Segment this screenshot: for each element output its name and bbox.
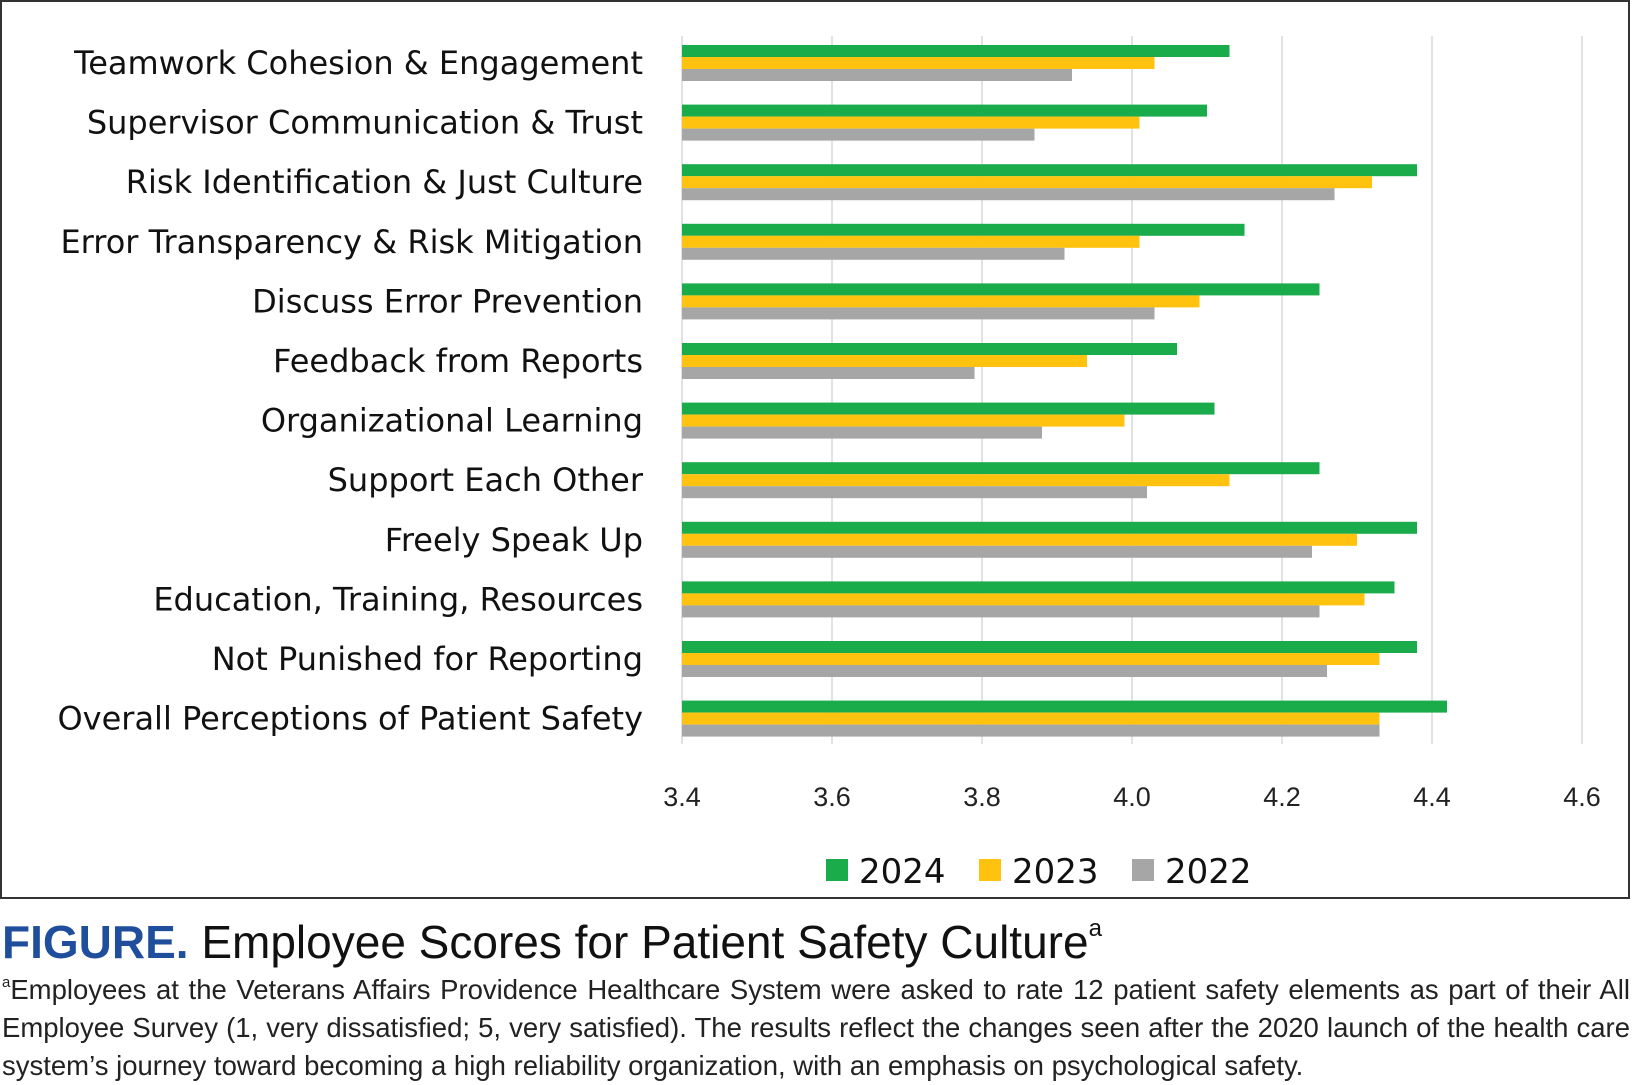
- caption-footnote-marker: a: [1088, 915, 1102, 942]
- category-label: Error Transparency & Risk Mitigation: [60, 223, 643, 261]
- category-label: Education, Training, Resources: [153, 580, 643, 618]
- bar-2022: [682, 69, 1072, 81]
- caption-title: FIGURE. Employee Scores for Patient Safe…: [2, 915, 1630, 969]
- bar-2022: [682, 188, 1335, 201]
- x-tick-label: 3.4: [663, 782, 701, 812]
- bar-2024: [682, 343, 1177, 355]
- bar-2022: [682, 545, 1312, 558]
- bar-2023: [682, 116, 1140, 129]
- category-label: Risk Identification & Just Culture: [126, 163, 643, 201]
- bar-2024: [682, 462, 1320, 475]
- bar-2024: [682, 700, 1447, 713]
- legend-label-2023: 2023: [1012, 852, 1099, 892]
- bar-2022: [682, 724, 1380, 737]
- caption-label: FIGURE.: [2, 916, 189, 968]
- bar-2024: [682, 521, 1417, 534]
- bar-2023: [682, 474, 1230, 487]
- legend-label-2024: 2024: [859, 852, 946, 892]
- bar-2024: [682, 283, 1320, 296]
- bar-2024: [682, 223, 1245, 236]
- bar-2023: [682, 355, 1087, 367]
- category-label: Freely Speak Up: [385, 521, 643, 559]
- bars: [682, 45, 1447, 737]
- category-label: Support Each Other: [328, 461, 644, 499]
- bar-2022: [682, 605, 1320, 618]
- bar-chart: Teamwork Cohesion & Engagement Supervisor…: [57, 36, 1601, 892]
- legend: 2024 2023 2022: [826, 852, 1252, 892]
- category-label: Overall Perceptions of Patient Safety: [57, 700, 643, 738]
- category-label: Feedback from Reports: [273, 342, 643, 380]
- x-tick-label: 4.0: [1113, 782, 1151, 812]
- x-tick-label: 4.2: [1263, 782, 1301, 812]
- bar-2023: [682, 57, 1155, 69]
- legend-swatch-2023: [979, 859, 1001, 881]
- bar-2022: [682, 128, 1035, 141]
- bar-2024: [682, 402, 1215, 415]
- bar-2024: [682, 45, 1230, 57]
- x-tick-label: 3.6: [813, 782, 851, 812]
- category-label: Teamwork Cohesion & Engagement: [73, 44, 643, 82]
- bar-2024: [682, 581, 1395, 594]
- legend-swatch-2024: [826, 859, 848, 881]
- legend-swatch-2022: [1132, 859, 1154, 881]
- figure-caption: FIGURE. Employee Scores for Patient Safe…: [2, 915, 1630, 1085]
- bar-2023: [682, 235, 1140, 248]
- bar-2024: [682, 104, 1207, 117]
- caption-note-text: Employees at the Veterans Affairs Provid…: [2, 974, 1630, 1081]
- chart-frame: Teamwork Cohesion & Engagement Supervisor…: [0, 0, 1630, 899]
- bar-2022: [682, 247, 1065, 260]
- bar-2022: [682, 426, 1042, 439]
- bar-2023: [682, 533, 1357, 546]
- bar-2022: [682, 665, 1327, 677]
- category-labels: Teamwork Cohesion & Engagement Supervisor…: [57, 44, 643, 738]
- bar-2023: [682, 414, 1125, 427]
- bar-2023: [682, 593, 1365, 606]
- bar-2023: [682, 295, 1200, 308]
- bar-2023: [682, 653, 1380, 665]
- bar-2022: [682, 486, 1147, 499]
- category-label: Discuss Error Prevention: [252, 282, 643, 320]
- caption-note-marker: a: [2, 974, 11, 991]
- x-axis-ticks: 3.4 3.6 3.8 4.0 4.2 4.4 4.6: [663, 782, 1601, 812]
- x-tick-label: 4.4: [1413, 782, 1451, 812]
- category-label: Organizational Learning: [261, 402, 643, 440]
- x-tick-label: 4.6: [1563, 782, 1601, 812]
- x-tick-label: 3.8: [963, 782, 1001, 812]
- bar-2022: [682, 307, 1155, 320]
- bar-2022: [682, 367, 975, 379]
- caption-title-text: Employee Scores for Patient Safety Cultu…: [201, 916, 1089, 968]
- legend-label-2022: 2022: [1165, 852, 1252, 892]
- bar-2023: [682, 712, 1380, 725]
- bar-2024: [682, 641, 1417, 653]
- category-label: Not Punished for Reporting: [212, 640, 643, 678]
- category-label: Supervisor Communication & Trust: [87, 104, 643, 142]
- gridlines: [681, 36, 1583, 744]
- bar-2024: [682, 164, 1417, 177]
- caption-note: aEmployees at the Veterans Affairs Provi…: [2, 971, 1630, 1085]
- bar-2023: [682, 176, 1372, 189]
